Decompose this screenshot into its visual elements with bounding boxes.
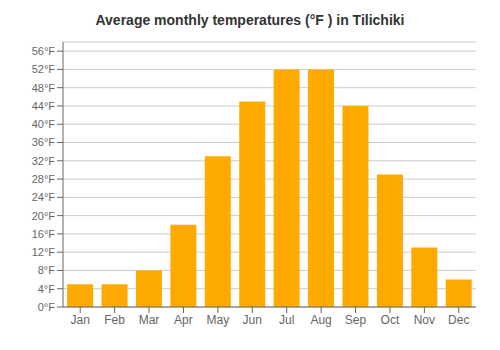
svg-text:20°F: 20°F [32, 210, 56, 222]
svg-text:36°F: 36°F [32, 136, 56, 148]
svg-text:16°F: 16°F [32, 228, 56, 240]
svg-text:48°F: 48°F [32, 82, 56, 94]
svg-text:12°F: 12°F [32, 246, 56, 258]
svg-text:8°F: 8°F [38, 264, 56, 276]
svg-text:May: May [207, 313, 230, 327]
svg-text:Nov: Nov [414, 313, 435, 327]
svg-text:56°F: 56°F [32, 45, 56, 57]
svg-text:Jun: Jun [243, 313, 262, 327]
svg-text:52°F: 52°F [32, 63, 56, 75]
svg-text:Aug: Aug [310, 313, 331, 327]
svg-text:32°F: 32°F [32, 155, 56, 167]
svg-text:24°F: 24°F [32, 191, 56, 203]
html-text:Average monthly temperatures (: Average monthly temperatures (°F ) in Ti… [95, 12, 405, 28]
svg-text:Jan: Jan [71, 313, 90, 327]
svg-text:Oct: Oct [381, 313, 400, 327]
svg-text:0°F: 0°F [38, 301, 56, 313]
svg-text:Mar: Mar [139, 313, 160, 327]
svg-text:44°F: 44°F [32, 100, 56, 112]
svg-text:Apr: Apr [174, 313, 193, 327]
svg-text:Jul: Jul [279, 313, 294, 327]
svg-text:40°F: 40°F [32, 118, 56, 130]
svg-text:Feb: Feb [104, 313, 125, 327]
svg-text:Dec: Dec [448, 313, 469, 327]
svg-text:4°F: 4°F [38, 283, 56, 295]
svg-text:Sep: Sep [345, 313, 367, 327]
svg-text:28°F: 28°F [32, 173, 56, 185]
